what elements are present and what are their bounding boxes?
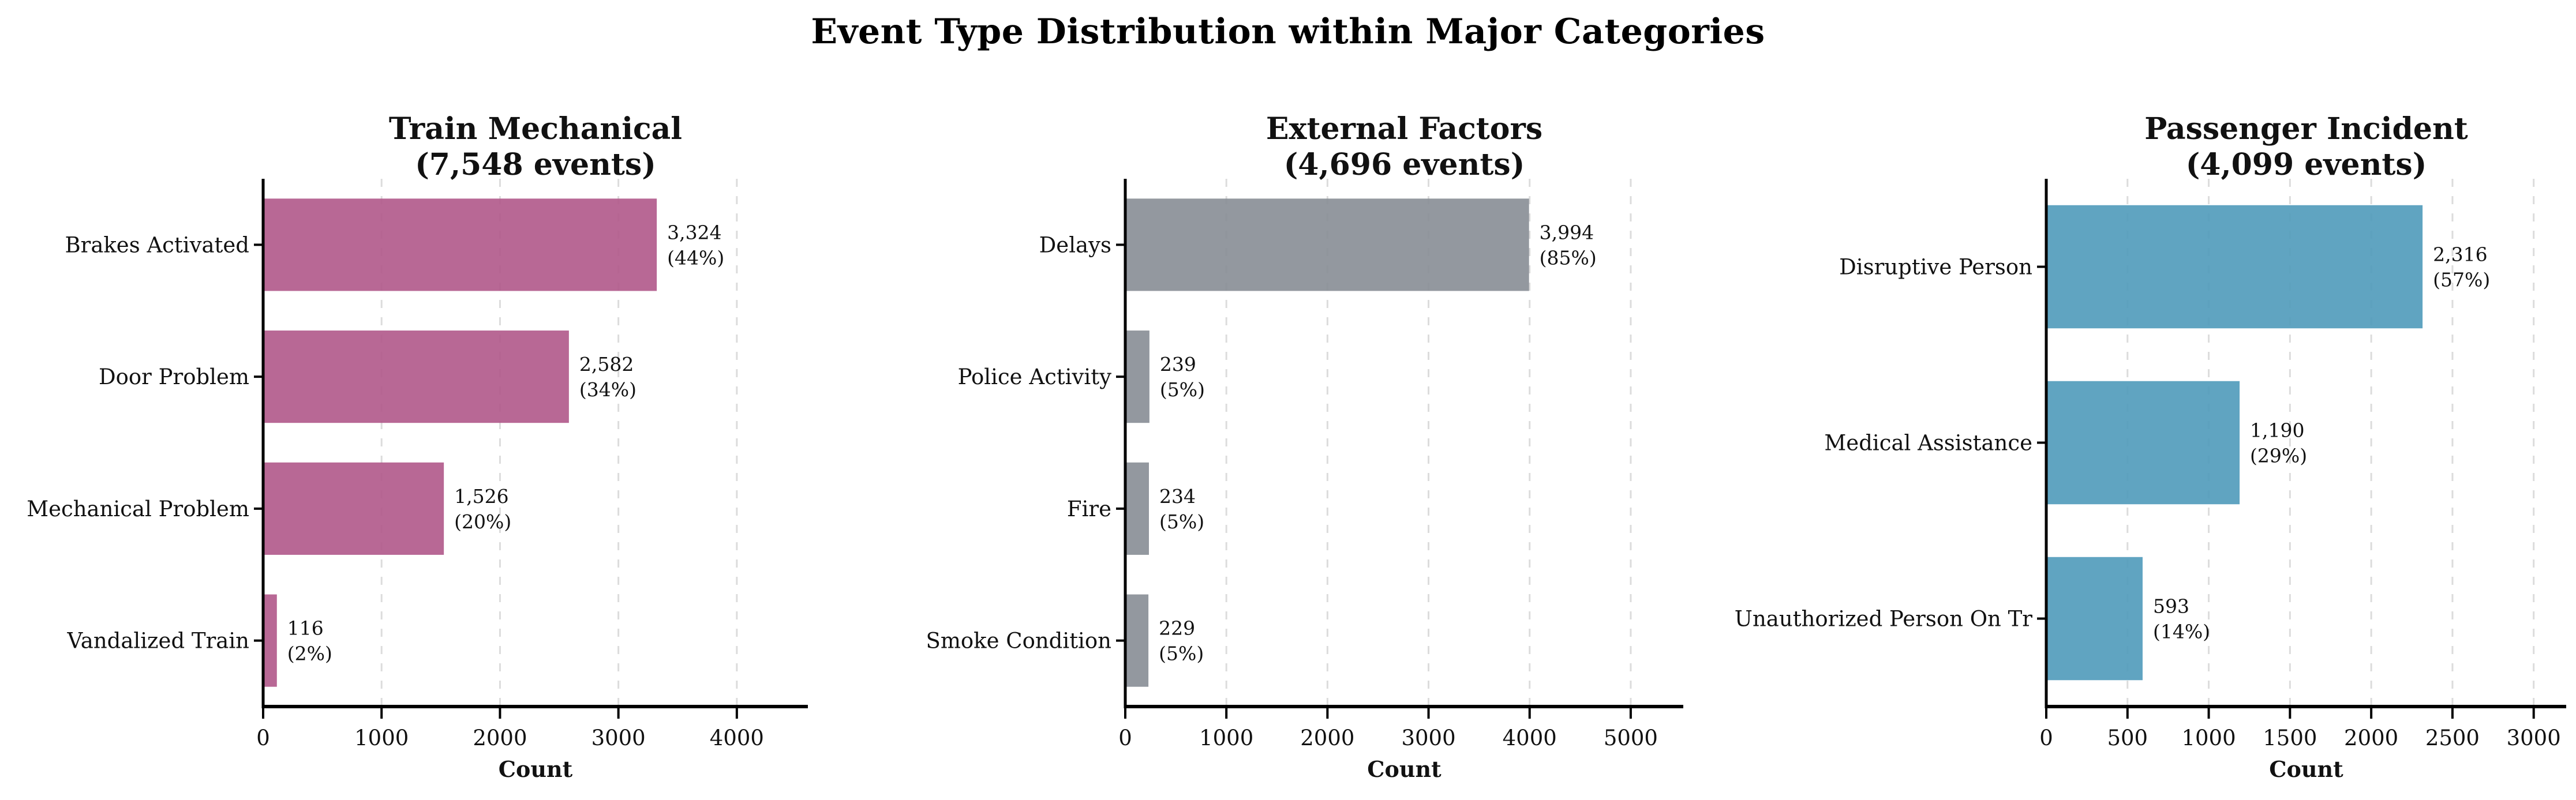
- value-pct-label: (14%): [2153, 621, 2210, 643]
- value-pct-label: (5%): [1159, 510, 1204, 533]
- value-pct-label: (57%): [2433, 269, 2490, 291]
- value-count-label: 2,316: [2433, 243, 2487, 266]
- x-axis-label: Count: [1367, 756, 1441, 782]
- bar: [1125, 594, 1149, 687]
- bar: [263, 594, 277, 687]
- x-axis-label: Count: [499, 756, 573, 782]
- value-count-label: 1,526: [454, 485, 508, 508]
- category-label: Medical Assistance: [1824, 431, 2032, 456]
- subplot-title: External Factors: [1266, 111, 1542, 147]
- figure-header: Event Type Distribution within Major Cat…: [0, 0, 2576, 55]
- subplot-subtitle: (4,696 events): [1284, 147, 1525, 182]
- bar: [2046, 205, 2423, 329]
- value-count-label: 3,324: [667, 221, 721, 243]
- x-tick-label: 3000: [591, 726, 646, 750]
- category-label: Fire: [1067, 497, 1111, 521]
- value-pct-label: (20%): [454, 510, 511, 533]
- value-pct-label: (44%): [667, 246, 724, 269]
- x-tick-label: 2000: [1300, 726, 1354, 750]
- category-label: Vandalized Train: [66, 629, 249, 653]
- category-label: Unauthorized Person On Tr: [1735, 607, 2033, 632]
- bar: [263, 330, 569, 423]
- x-tick-label: 1000: [2181, 726, 2236, 750]
- bar: [2046, 381, 2240, 505]
- x-tick-label: 0: [1118, 726, 1132, 750]
- subplot-subtitle: (7,548 events): [415, 147, 656, 182]
- value-count-label: 2,582: [579, 353, 634, 375]
- value-pct-label: (5%): [1159, 643, 1204, 665]
- value-pct-label: (34%): [579, 378, 636, 401]
- bar: [263, 198, 657, 291]
- category-label: Police Activity: [958, 365, 1111, 389]
- x-tick-label: 500: [2107, 726, 2148, 750]
- chart-panel-passenger-incident: 0 500 1000 1500 2000 2500 3000 Disruptive Perso…: [1717, 55, 2576, 800]
- x-tick-label: 4000: [710, 726, 764, 750]
- x-axis-label: Count: [2269, 756, 2343, 782]
- value-count-label: 593: [2153, 595, 2189, 618]
- value-count-label: 1,190: [2250, 419, 2304, 442]
- bar: [1125, 330, 1150, 423]
- category-label: Mechanical Problem: [27, 497, 249, 521]
- category-label: Disruptive Person: [1839, 255, 2032, 280]
- bar: [263, 462, 444, 555]
- x-tick-label: 1000: [354, 726, 409, 750]
- subplot-subtitle: (4,099 events): [2186, 147, 2427, 182]
- subplot-title: Passenger Incident: [2144, 111, 2468, 147]
- value-count-label: 234: [1159, 485, 1196, 508]
- charts-row: 0 1000 2000 3000 4000 Brakes Activated Door Pr…: [0, 55, 2576, 800]
- value-pct-label: (29%): [2250, 445, 2307, 467]
- value-pct-label: (2%): [287, 643, 332, 665]
- value-count-label: 116: [287, 617, 324, 640]
- category-label: Smoke Condition: [926, 629, 1111, 653]
- x-tick-label: 0: [256, 726, 270, 750]
- bar: [1125, 198, 1529, 291]
- value-pct-label: (85%): [1540, 246, 1597, 269]
- x-tick-label: 3000: [2507, 726, 2561, 750]
- chart-panel-train-mechanical: 0 1000 2000 3000 4000 Brakes Activated Door Pr…: [0, 55, 859, 800]
- bar: [2046, 557, 2143, 681]
- x-tick-label: 3000: [1401, 726, 1455, 750]
- value-count-label: 3,994: [1540, 221, 1594, 243]
- x-tick-label: 1000: [1199, 726, 1253, 750]
- category-label: Delays: [1039, 232, 1111, 257]
- bar: [1125, 462, 1149, 555]
- bar-chart-train-mechanical: 0 1000 2000 3000 4000 Brakes Activated Door Pr…: [27, 111, 808, 782]
- x-tick-label: 2500: [2425, 726, 2480, 750]
- value-count-label: 229: [1159, 617, 1195, 640]
- category-label: Door Problem: [99, 365, 249, 389]
- chart-panel-external-factors: 0 1000 2000 3000 4000 5000 Delays Police Activi…: [859, 55, 1717, 800]
- value-pct-label: (5%): [1160, 378, 1205, 401]
- x-tick-label: 0: [2039, 726, 2053, 750]
- bar-chart-passenger-incident: 0 500 1000 1500 2000 2500 3000 Disruptive Perso…: [1735, 111, 2566, 782]
- x-tick-label: 2000: [473, 726, 527, 750]
- subplot-title: Train Mechanical: [389, 111, 682, 147]
- x-tick-label: 2000: [2344, 726, 2398, 750]
- x-tick-label: 5000: [1604, 726, 1658, 750]
- bar-chart-external-factors: 0 1000 2000 3000 4000 5000 Delays Police Activi…: [926, 111, 1683, 782]
- x-tick-label: 4000: [1503, 726, 1557, 750]
- value-count-label: 239: [1160, 353, 1196, 375]
- category-label: Brakes Activated: [65, 232, 249, 257]
- x-tick-label: 1500: [2263, 726, 2317, 750]
- page-title: Event Type Distribution within Major Cat…: [811, 12, 1765, 52]
